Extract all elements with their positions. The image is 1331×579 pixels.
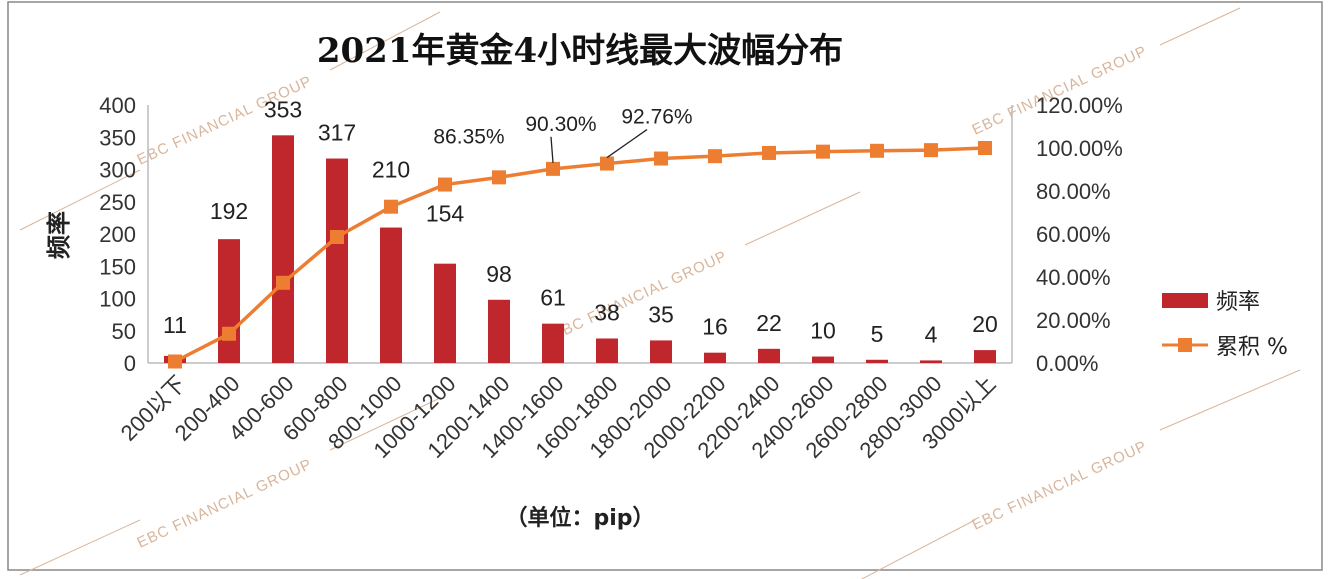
watermark-line: [1159, 7, 1241, 46]
cumulative-data-label: 90.30%: [525, 113, 596, 136]
y-tick-label: 50: [112, 319, 136, 344]
cumulative-marker: [600, 156, 614, 171]
chart-title: 2021年黄金4小时线最大波幅分布: [317, 31, 843, 71]
y-tick-label: 400: [99, 93, 136, 118]
x-axis-label: （单位：pip）: [505, 505, 654, 531]
bar: [596, 338, 618, 363]
watermark-line: [1159, 369, 1301, 431]
bar: [326, 158, 348, 363]
bar-data-label: 4: [925, 321, 938, 347]
watermark-line: [329, 11, 441, 71]
line-data-labels: 86.35% 90.30% 92.76%: [433, 106, 693, 163]
cumulative-marker: [654, 151, 668, 166]
y-tick-label: 350: [99, 125, 136, 150]
cumulative-marker: [708, 149, 722, 164]
leader-line: [550, 136, 554, 163]
bar-data-label: 353: [264, 96, 302, 122]
bar-data-label: 11: [163, 312, 187, 338]
legend-swatch-cumulative-marker: [1178, 338, 1192, 352]
y2-tick-label: 60.00%: [1036, 222, 1111, 247]
cumulative-data-label: 92.76%: [621, 106, 692, 129]
bar: [380, 227, 402, 363]
leader-line: [606, 129, 648, 159]
legend-swatch-frequency: [1162, 293, 1208, 308]
bar-series: [164, 135, 996, 363]
bar-data-label: 22: [756, 310, 782, 336]
watermark-line: [860, 519, 976, 579]
watermark-line: [329, 397, 441, 451]
cumulative-line: [174, 146, 986, 364]
bar-data-label: 10: [810, 318, 836, 344]
bar-data-labels: 11 192 353 317 210 154 98 61 38 35 16 22 10 5 4 20: [163, 96, 998, 347]
bar: [812, 356, 834, 363]
cumulative-marker: [384, 199, 398, 214]
y2-tick-label: 20.00%: [1036, 308, 1111, 333]
y-tick-label: 100: [99, 287, 136, 312]
cumulative-marker: [276, 275, 290, 290]
cumulative-marker: [492, 170, 506, 185]
bar-data-label: 35: [648, 301, 674, 327]
cumulative-marker: [978, 141, 992, 155]
bar: [758, 348, 780, 363]
y-tick-label: 250: [99, 190, 136, 215]
cumulative-marker: [816, 144, 830, 159]
y-tick-label: 0: [124, 351, 136, 376]
watermark-line: [19, 169, 141, 231]
cumulative-marker: [870, 143, 884, 158]
bar: [974, 350, 996, 363]
legend: 频率 累积 %: [1162, 290, 1288, 360]
bar: [920, 360, 942, 363]
y2-tick-label: 120.00%: [1036, 93, 1123, 118]
y-axis-label: 频率: [45, 211, 73, 259]
bar: [272, 135, 294, 363]
bar-data-label: 61: [540, 285, 566, 311]
line-series: [168, 141, 992, 369]
watermark-line: [744, 191, 861, 246]
bar-data-label: 20: [972, 311, 998, 337]
bar: [434, 263, 456, 363]
bar-data-label: 210: [372, 157, 410, 183]
bar: [542, 323, 564, 363]
y2-tick-label: 80.00%: [1036, 179, 1111, 204]
y2-tick-label: 100.00%: [1036, 136, 1123, 161]
bar-data-label: 317: [318, 120, 356, 146]
y2-tick-label: 0.00%: [1036, 351, 1098, 376]
bar: [866, 359, 888, 363]
cumulative-marker: [330, 230, 344, 245]
cumulative-data-label: 86.35%: [433, 125, 504, 148]
bar-data-label: 192: [210, 198, 248, 224]
y-tick-labels: 0 50 100 150 200 250 300 350 400: [99, 93, 136, 376]
cumulative-marker: [924, 143, 938, 158]
cumulative-marker: [168, 354, 182, 369]
bar: [488, 299, 510, 363]
y-tick-label: 300: [99, 158, 136, 183]
bar-data-label: 16: [702, 314, 728, 340]
y2-tick-labels: 0.00% 20.00% 40.00% 60.00% 80.00% 100.00% 120.…: [1036, 93, 1123, 376]
bar: [704, 352, 726, 363]
bar: [650, 340, 672, 363]
legend-label-cumulative: 累积 %: [1216, 335, 1288, 360]
cumulative-marker: [222, 326, 236, 341]
y-tick-label: 200: [99, 222, 136, 247]
y2-tick-label: 40.00%: [1036, 265, 1111, 290]
bar-data-label: 154: [426, 201, 465, 227]
cumulative-marker: [762, 145, 776, 160]
watermark-line: [19, 519, 141, 576]
cumulative-marker: [438, 177, 452, 192]
bar: [218, 239, 240, 363]
bar-data-label: 98: [486, 261, 512, 287]
y-tick-label: 150: [99, 254, 136, 279]
bar-data-label: 38: [594, 299, 620, 325]
cumulative-marker: [546, 161, 560, 176]
bar-data-label: 5: [871, 321, 884, 347]
legend-label-frequency: 频率: [1216, 290, 1260, 315]
